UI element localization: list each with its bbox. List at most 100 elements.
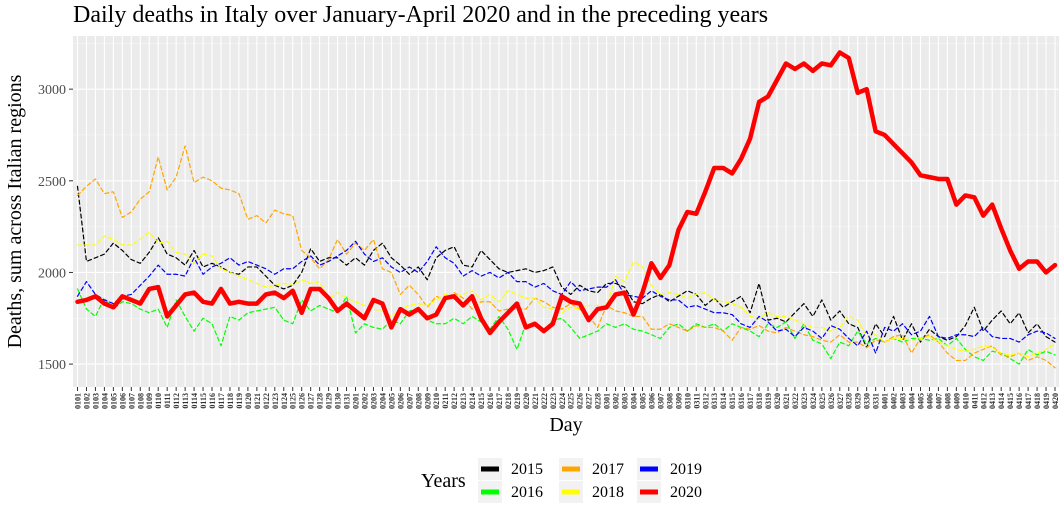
x-tick-label: 0212 [450, 393, 459, 409]
x-tick-label: 0402 [890, 393, 899, 409]
x-tick-label: 0110 [154, 393, 163, 409]
x-tick-label: 0107 [127, 393, 136, 409]
x-tick-label: 0309 [674, 393, 683, 409]
legend-title: Years [421, 470, 466, 492]
plot-panel [73, 36, 1059, 387]
x-tick-label: 0117 [217, 393, 226, 409]
x-tick-label: 0221 [531, 393, 540, 409]
x-tick-label: 0329 [854, 393, 863, 409]
x-tick-label: 0325 [818, 393, 827, 409]
legend-label: 2018 [592, 484, 624, 501]
x-tick-label: 0210 [432, 393, 441, 409]
x-tick-label: 0314 [719, 393, 728, 409]
x-tick-label: 0409 [952, 393, 961, 409]
series-line-2020 [75, 50, 1058, 336]
x-tick-label: 0317 [746, 393, 755, 409]
x-tick-label: 0414 [997, 393, 1006, 409]
legend-label: 2015 [511, 461, 543, 478]
series-line-2015 [76, 185, 1056, 349]
x-tick-label: 0102 [82, 393, 91, 409]
x-tick-label: 0116 [208, 393, 217, 409]
x-tick-label: 0213 [459, 393, 468, 409]
x-tick-label: 0205 [387, 393, 396, 409]
x-tick-label: 0211 [441, 393, 450, 409]
x-tick-label: 0127 [307, 393, 316, 409]
x-tick-label: 0206 [396, 393, 405, 409]
x-tick-label: 0303 [621, 393, 630, 409]
x-tick-label: 0327 [836, 393, 845, 409]
x-tick-label: 0328 [845, 393, 854, 409]
x-tick-label: 0324 [809, 393, 818, 409]
x-tick-label: 0403 [899, 393, 908, 409]
x-tick-label: 0331 [872, 393, 881, 409]
x-tick-label: 0131 [343, 393, 352, 409]
x-tick-label: 0208 [414, 393, 423, 409]
x-tick-label: 0129 [325, 393, 334, 409]
x-tick-label: 0312 [701, 393, 710, 409]
x-tick-label: 0319 [764, 393, 773, 409]
legend-label: 2020 [670, 484, 702, 501]
x-tick-label: 0217 [495, 393, 504, 409]
series-line-2017 [76, 145, 1056, 369]
x-tick-label: 0226 [576, 393, 585, 409]
x-tick-label: 0224 [558, 393, 567, 409]
x-tick-label: 0313 [710, 393, 719, 409]
x-tick-label: 0415 [1006, 393, 1015, 409]
series-layer [75, 50, 1058, 369]
x-tick-label: 0130 [334, 393, 343, 409]
x-tick-label: 0304 [630, 393, 639, 409]
x-tick-label: 0417 [1024, 393, 1033, 409]
axis-layer: 1500 2000 2500 3000 0101 0102 0103 0104 0105 0106… [4, 74, 1060, 436]
x-tick-label: 0413 [988, 393, 997, 409]
x-tick-label: 0219 [513, 393, 522, 409]
x-tick-label: 0412 [979, 393, 988, 409]
x-tick-label: 0411 [970, 393, 979, 409]
x-tick-label: 0214 [468, 393, 477, 409]
x-tick-label: 0406 [925, 393, 934, 409]
x-tick-label: 0207 [405, 393, 414, 409]
x-tick-label: 0330 [863, 393, 872, 409]
y-tick-label: 2500 [38, 175, 66, 190]
x-tick-label: 0115 [199, 393, 208, 409]
x-tick-label: 0302 [612, 393, 621, 409]
x-tick-label: 0113 [181, 393, 190, 409]
x-tick-label: 0104 [100, 393, 109, 409]
x-tick-label: 0404 [908, 393, 917, 409]
x-tick-label: 0101 [74, 393, 83, 409]
x-tick-label: 0310 [683, 393, 692, 409]
x-tick-label: 0401 [881, 393, 890, 409]
x-tick-label: 0407 [934, 393, 943, 409]
x-tick-label: 0114 [190, 393, 199, 409]
x-tick-label: 0111 [163, 393, 172, 408]
x-tick-label: 0120 [244, 393, 253, 409]
series-line-2018 [76, 231, 1056, 358]
x-tick-label: 0228 [594, 393, 603, 409]
x-tick-label: 0220 [522, 393, 531, 409]
x-tick-label: 0405 [916, 393, 925, 409]
x-tick-label: 0418 [1033, 393, 1042, 409]
x-tick-label: 0420 [1051, 393, 1060, 409]
x-tick-label: 0202 [360, 393, 369, 409]
legend-label: 2016 [511, 484, 543, 501]
x-tick-label: 0408 [943, 393, 952, 409]
x-tick-label: 0201 [352, 393, 361, 409]
x-tick-label: 0223 [549, 393, 558, 409]
x-tick-label: 0419 [1042, 393, 1051, 409]
x-tick-label: 0227 [585, 393, 594, 409]
x-tick-label: 0307 [656, 393, 665, 409]
chart-title: Daily deaths in Italy over January-April… [73, 2, 769, 28]
x-tick-label: 0301 [603, 393, 612, 409]
legend: Years 2015 2016 2017 2018 2019 2020 [421, 458, 702, 503]
x-tick-label: 0203 [369, 393, 378, 409]
x-tick-label: 0305 [638, 393, 647, 409]
x-tick-label: 0108 [136, 393, 145, 409]
x-tick-label: 0311 [692, 393, 701, 409]
x-tick-label: 0320 [773, 393, 782, 409]
x-tick-label: 0218 [504, 393, 513, 409]
x-tick-label: 0308 [665, 393, 674, 409]
x-tick-label: 0125 [289, 393, 298, 409]
x-axis-label: Day [549, 414, 582, 436]
y-tick-label: 3000 [38, 83, 66, 98]
x-tick-label: 0321 [782, 393, 791, 409]
